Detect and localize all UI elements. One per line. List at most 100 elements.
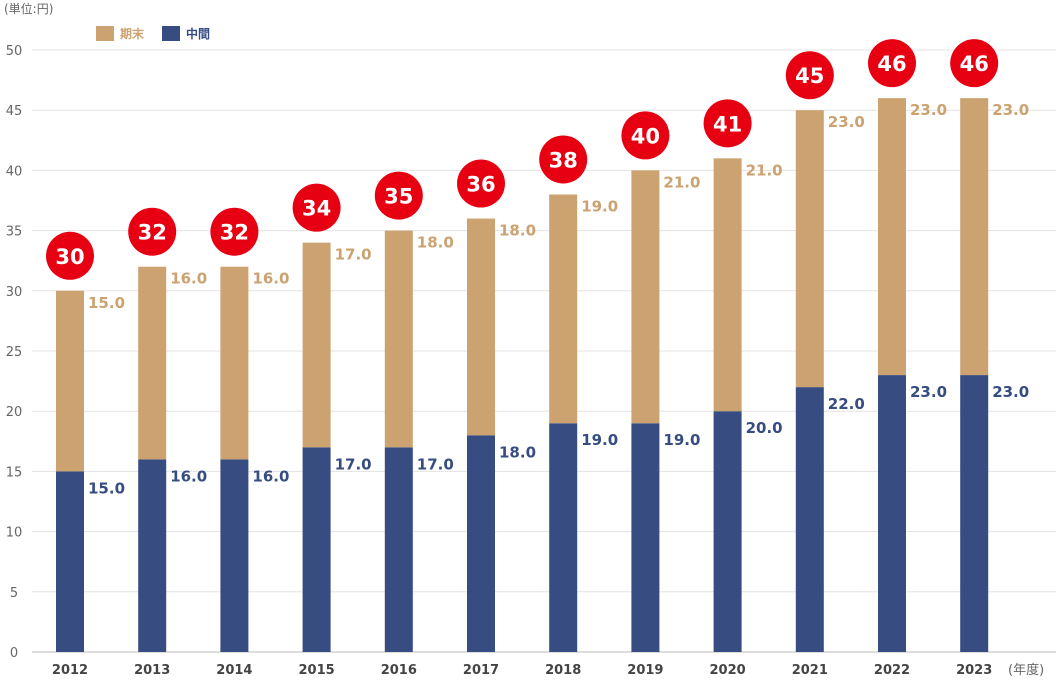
label-kimatsu-2023: 23.0 — [992, 101, 1029, 119]
total-badge-2023 — [950, 39, 999, 88]
bar-kimatsu-2022 — [878, 98, 906, 376]
bar-kimatsu-2013 — [138, 266, 167, 460]
label-chukan-2015: 17.0 — [335, 455, 372, 473]
bar-chukan-2015 — [302, 447, 331, 652]
y-tick-5: 5 — [10, 586, 18, 601]
legend-label-chukan: 中間 — [186, 26, 210, 41]
y-tick-15: 15 — [6, 465, 23, 480]
label-kimatsu-2020: 21.0 — [746, 161, 783, 179]
bar-chukan-2012 — [56, 471, 84, 652]
legend-swatch-kimatsu — [96, 26, 114, 41]
bar-chukan-2023 — [960, 375, 989, 652]
label-kimatsu-2014: 16.0 — [252, 270, 289, 288]
label-chukan-2022: 23.0 — [910, 383, 947, 401]
x-axis-label: (年度) — [1008, 662, 1044, 678]
label-chukan-2016: 17.0 — [417, 455, 454, 473]
bar-chukan-2014 — [220, 459, 249, 652]
total-badge-2016 — [374, 171, 423, 220]
bar-kimatsu-2019 — [631, 170, 660, 424]
bar-kimatsu-2023 — [960, 98, 989, 376]
y-tick-25: 25 — [6, 345, 23, 360]
bar-kimatsu-2017 — [467, 218, 495, 436]
y-tick-35: 35 — [6, 225, 23, 240]
total-label-2017: 36 — [466, 173, 495, 197]
bar-kimatsu-2016 — [384, 230, 413, 448]
label-kimatsu-2016: 18.0 — [417, 234, 454, 252]
bar-kimatsu-2015 — [302, 242, 331, 448]
label-chukan-2021: 22.0 — [828, 395, 865, 413]
bar-chukan-2017 — [467, 435, 495, 652]
label-chukan-2023: 23.0 — [992, 383, 1029, 401]
y-unit-label: (単位:円) — [4, 1, 53, 16]
total-badge-2015 — [292, 183, 341, 232]
bar-chukan-2022 — [878, 375, 906, 652]
total-label-2015: 34 — [302, 197, 331, 221]
x-tick-2013: 2013 — [134, 663, 170, 678]
label-kimatsu-2017: 18.0 — [499, 222, 536, 240]
label-chukan-2020: 20.0 — [746, 419, 783, 437]
total-badge-2018 — [539, 135, 588, 184]
y-tick-45: 45 — [6, 104, 23, 119]
x-tick-2019: 2019 — [627, 663, 663, 678]
x-tick-2021: 2021 — [792, 663, 828, 678]
y-tick-0: 0 — [10, 646, 18, 661]
total-label-2014: 32 — [220, 221, 249, 245]
total-badge-2022 — [868, 39, 916, 88]
y-tick-50: 50 — [6, 44, 23, 59]
y-tick-labels: 0 5 10 15 20 25 30 35 40 45 50 — [6, 44, 23, 661]
y-tick-30: 30 — [6, 285, 23, 300]
bar-kimatsu-2018 — [549, 194, 578, 424]
total-label-2021: 45 — [795, 64, 824, 88]
label-chukan-2012: 15.0 — [88, 479, 125, 497]
label-kimatsu-2021: 23.0 — [828, 113, 865, 131]
total-badge-2014 — [210, 207, 259, 256]
bar-chukan-2021 — [795, 387, 824, 652]
bar-chukan-2018 — [549, 423, 578, 652]
x-tick-2020: 2020 — [710, 663, 746, 678]
y-tick-20: 20 — [6, 405, 23, 420]
total-badge-2019 — [621, 111, 670, 160]
total-label-2023: 46 — [960, 52, 989, 76]
total-label-2022: 46 — [877, 52, 906, 76]
label-kimatsu-2012: 15.0 — [88, 294, 125, 312]
total-badges: 30 32 32 34 35 36 38 40 41 45 46 46 — [46, 39, 999, 280]
x-tick-2012: 2012 — [52, 663, 88, 678]
bar-chukan-2016 — [384, 447, 413, 652]
label-chukan-2018: 19.0 — [581, 431, 618, 449]
total-badge-2020 — [703, 99, 752, 148]
bar-chukan-2020 — [713, 411, 742, 652]
total-label-2019: 40 — [631, 124, 660, 148]
x-tick-2022: 2022 — [874, 663, 910, 678]
total-badge-2021 — [785, 51, 834, 100]
x-tick-2018: 2018 — [545, 663, 581, 678]
label-kimatsu-2022: 23.0 — [910, 101, 947, 119]
bar-kimatsu-2012 — [56, 290, 84, 472]
label-chukan-2017: 18.0 — [499, 443, 536, 461]
bars — [56, 98, 989, 652]
legend-swatch-chukan — [162, 26, 180, 41]
label-chukan-2013: 16.0 — [170, 467, 207, 485]
total-label-2013: 32 — [138, 221, 167, 245]
label-chukan-2014: 16.0 — [252, 467, 289, 485]
bar-kimatsu-2021 — [795, 110, 824, 388]
total-label-2016: 35 — [384, 185, 413, 209]
bar-chukan-2019 — [631, 423, 660, 652]
x-tick-2014: 2014 — [216, 663, 252, 678]
bar-chukan-2013 — [138, 459, 167, 652]
total-badge-2012 — [46, 231, 94, 280]
total-badge-2013 — [128, 207, 177, 256]
y-tick-10: 10 — [6, 526, 23, 541]
total-label-2012: 30 — [55, 245, 84, 269]
legend: 期末 中間 — [96, 26, 210, 41]
total-label-2020: 41 — [713, 112, 742, 136]
bar-kimatsu-2020 — [713, 158, 742, 412]
total-label-2018: 38 — [549, 148, 578, 172]
bar-kimatsu-2014 — [220, 266, 249, 460]
total-badge-2017 — [457, 159, 505, 208]
data-labels: 15.0 15.0 16.0 16.0 16.0 16.0 17.0 17.0 17.0 18.0… — [88, 101, 1029, 497]
label-kimatsu-2013: 16.0 — [170, 270, 207, 288]
label-kimatsu-2019: 21.0 — [663, 173, 700, 191]
x-tick-2016: 2016 — [381, 663, 417, 678]
label-chukan-2019: 19.0 — [663, 431, 700, 449]
